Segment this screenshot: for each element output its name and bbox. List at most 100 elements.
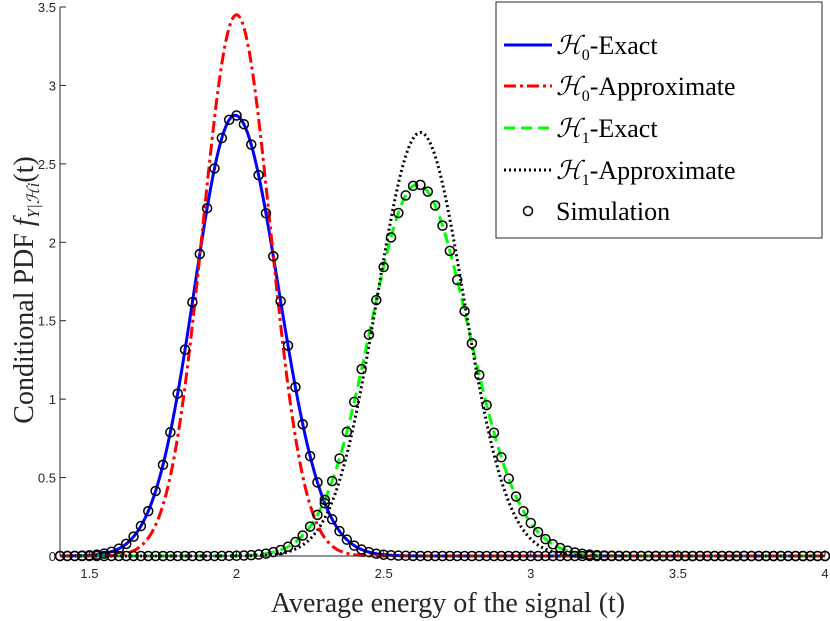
simulation-point-0-45	[385, 550, 397, 561]
svg-text:ℋ0-Exact: ℋ0-Exact	[556, 31, 658, 64]
y-axis-label-suffix: (t)	[9, 156, 40, 182]
series-line-h0-approximate	[59, 13, 826, 558]
simulation-point-0-12	[143, 505, 154, 517]
simulation-point-0-39	[341, 534, 353, 545]
simulation-point-1-74	[599, 550, 610, 561]
simulation-point-0-31	[282, 340, 294, 351]
legend-text-4: Simulation	[556, 197, 670, 226]
simulation-point-1-50	[422, 186, 434, 197]
simulation-point-1-60	[496, 452, 507, 463]
simulation-point-0-8	[113, 543, 125, 554]
svg-text:ℋ1-Approximate: ℋ1-Approximate	[556, 156, 736, 189]
legend-sub-3: 1	[582, 172, 590, 189]
simulation-point-1-62	[510, 491, 522, 502]
legend-item-h0-approximate: ℋ0-Approximate	[504, 72, 736, 105]
x-tick-label-2: 2.5	[375, 566, 393, 581]
simulation-point-0-20	[201, 202, 213, 214]
simulation-point-0-25	[238, 118, 250, 130]
y-tick-label-2: 1	[49, 392, 56, 407]
legend-text-2: -Exact	[590, 114, 659, 143]
simulation-point-1-29	[268, 546, 279, 558]
simulation-point-1-32	[290, 536, 301, 548]
svg-text:ℋ0-Approximate: ℋ0-Approximate	[556, 72, 736, 105]
y-axis-label: Conditional PDF fY|ℋi(t)	[9, 156, 43, 423]
simulation-point-1-68	[554, 542, 566, 554]
series-line-h1-exact	[59, 182, 826, 558]
simulation-point-1-42	[363, 329, 375, 340]
simulation-point-1-28	[260, 548, 272, 559]
simulation-point-1-27	[253, 549, 264, 560]
simulation-point-1-51	[429, 200, 441, 211]
legend-item-h1-approximate: ℋ1-Approximate	[504, 156, 736, 189]
legend-script-3: ℋ	[556, 156, 586, 185]
simulation-point-0-15	[165, 427, 176, 438]
x-tick-label-0: 1.5	[80, 566, 98, 581]
legend-sub-1: 0	[582, 88, 590, 105]
y-tick-label-0: 0	[49, 549, 56, 564]
simulation-point-1-33	[297, 530, 308, 541]
simulation-point-1-47	[400, 190, 411, 201]
simulation-point-1-54	[451, 274, 463, 286]
simulation-point-0-21	[209, 163, 220, 174]
simulation-point-0-41	[356, 544, 367, 555]
simulation-point-1-36	[319, 494, 331, 506]
simulation-point-0-16	[172, 388, 183, 399]
x-tick-label-4: 3.5	[669, 566, 687, 581]
simulation-point-0-35	[312, 477, 323, 488]
y-tick-label-1: 0.5	[38, 471, 56, 486]
simulation-point-1-64	[525, 517, 537, 529]
simulation-point-1-58	[481, 399, 492, 411]
legend-script-2: ℋ	[556, 114, 586, 143]
simulation-point-1-61	[503, 473, 514, 484]
legend-sub-2: 1	[582, 130, 590, 147]
simulation-point-1-72	[584, 549, 595, 560]
simulation-point-1-48	[407, 180, 419, 192]
simulation-point-1-31	[282, 541, 294, 552]
simulation-point-1-44	[378, 261, 389, 273]
simulation-point-1-39	[341, 426, 353, 438]
simulation-point-0-33	[297, 418, 308, 430]
simulation-point-0-29	[268, 251, 279, 262]
simulation-point-1-55	[459, 305, 470, 317]
simulation-point-1-57	[474, 369, 485, 381]
simulation-point-1-69	[562, 545, 573, 556]
y-tick-label-3: 1.5	[38, 314, 56, 329]
simulation-point-1-59	[488, 427, 500, 438]
simulation-point-1-56	[466, 338, 478, 349]
legend-text-3: -Approximate	[590, 156, 736, 185]
simulation-point-1-49	[415, 179, 426, 191]
simulation-point-0-22	[216, 132, 228, 144]
simulation-point-1-65	[532, 526, 544, 538]
y-tick-label-7: 3.5	[38, 0, 56, 15]
simulation-point-0-38	[334, 525, 345, 537]
simulation-point-1-26	[246, 549, 257, 561]
legend-box	[495, 1, 823, 239]
simulation-point-1-41	[356, 363, 367, 375]
simulation-point-0-19	[194, 248, 206, 260]
simulation-point-1-46	[393, 207, 404, 219]
simulation-point-1-40	[348, 396, 360, 408]
simulation-point-0-11	[135, 520, 147, 532]
simulation-point-1-53	[444, 245, 456, 257]
legend: ℋ0-Exact ℋ0-Approximate ℋ1-Exact ℋ1-Appr…	[495, 1, 823, 239]
simulation-point-0-43	[371, 548, 382, 559]
y-tick-label-5: 2.5	[38, 157, 56, 172]
x-tick-label-5: 4	[821, 566, 828, 581]
legend-sub-0: 0	[582, 47, 590, 64]
simulation-point-1-66	[540, 533, 551, 545]
simulation-point-1-35	[312, 509, 323, 521]
legend-text-1: -Approximate	[590, 72, 736, 101]
simulation-point-1-63	[518, 505, 529, 517]
legend-marker-simulation	[522, 205, 534, 217]
x-tick-label-3: 3	[527, 566, 534, 581]
simulation-point-0-14	[157, 459, 169, 471]
simulation-point-0-32	[290, 381, 301, 393]
legend-text-0: -Exact	[590, 31, 659, 60]
y-axis-label-sub: Y|ℋi	[24, 182, 43, 218]
x-axis: 1.5 2 2.5 3 3.5 4	[60, 550, 829, 581]
legend-script-1: ℋ	[556, 72, 586, 101]
simulation-point-0-24	[231, 110, 242, 121]
simulation-point-0-27	[253, 169, 264, 181]
simulation-point-0-13	[150, 485, 161, 497]
